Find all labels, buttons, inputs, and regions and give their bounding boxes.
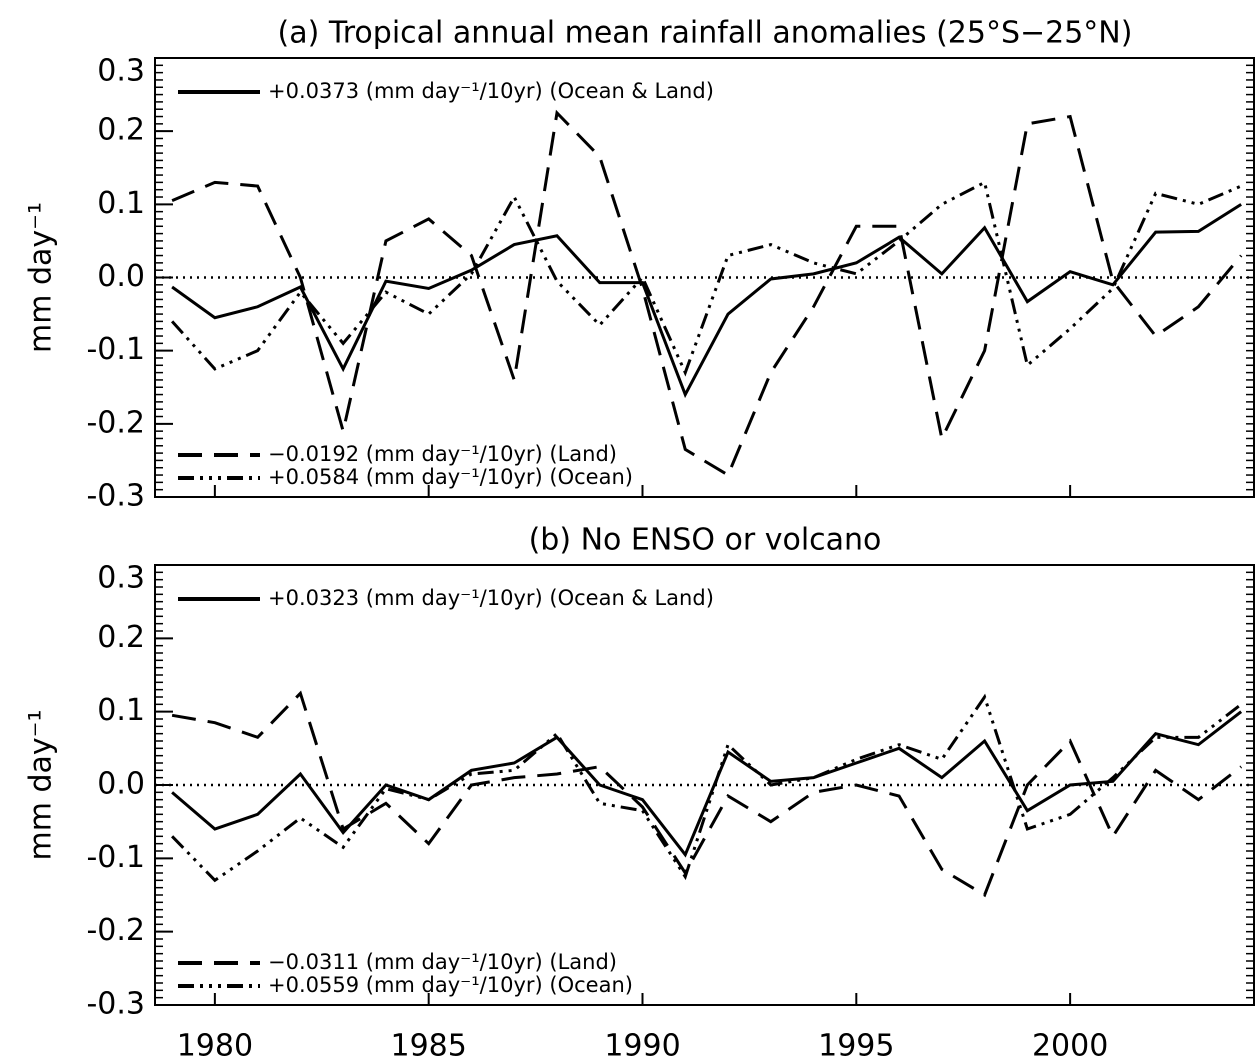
legend-label: +0.0559 (mm day⁻¹/10yr) (Ocean): [268, 973, 633, 997]
y-tick-label: 0.2: [97, 113, 145, 148]
data-line: [171, 203, 1242, 399]
x-tick-label: 1980: [177, 1029, 253, 1064]
data-line: [171, 109, 1243, 478]
data-line: [171, 690, 1243, 898]
y-axis-label: mm day⁻¹: [24, 202, 59, 353]
x-tick-label: 1990: [604, 1029, 680, 1064]
y-tick-label: 0.3: [97, 54, 145, 89]
legend-label: −0.0192 (mm day⁻¹/10yr) (Land): [268, 442, 617, 466]
legend-label: +0.0584 (mm day⁻¹/10yr) (Ocean): [268, 465, 633, 489]
x-tick-label: 1995: [818, 1029, 894, 1064]
legend-label: −0.0311 (mm day⁻¹/10yr) (Land): [268, 950, 617, 974]
y-axis-label: mm day⁻¹: [24, 709, 59, 860]
y-tick-label: -0.2: [86, 913, 145, 948]
legend-label: +0.0373 (mm day⁻¹/10yr) (Ocean & Land): [268, 79, 714, 103]
y-tick-label: 0.3: [97, 561, 145, 596]
y-tick-label: 0.1: [97, 693, 145, 728]
y-tick-label: -0.3: [86, 987, 145, 1022]
y-tick-label: -0.2: [86, 405, 145, 440]
chart-title: (a) Tropical annual mean rainfall anomal…: [278, 16, 1133, 51]
y-tick-label: 0.1: [97, 186, 145, 221]
data-line: [170, 180, 1242, 377]
x-tick-label: 2000: [1032, 1029, 1108, 1064]
y-tick-label: -0.1: [86, 840, 145, 875]
y-tick-label: 0.0: [97, 767, 145, 802]
data-line: [171, 693, 1243, 883]
y-tick-label: 0.2: [97, 620, 145, 655]
y-tick-label: 0.0: [97, 259, 145, 294]
legend-label: +0.0323 (mm day⁻¹/10yr) (Ocean & Land): [268, 586, 714, 610]
y-tick-label: -0.1: [86, 332, 145, 367]
data-line: [171, 710, 1243, 858]
chart-title: (b) No ENSO or volcano: [529, 523, 882, 558]
x-tick-label: 1985: [391, 1029, 467, 1064]
y-tick-label: -0.3: [86, 479, 145, 514]
